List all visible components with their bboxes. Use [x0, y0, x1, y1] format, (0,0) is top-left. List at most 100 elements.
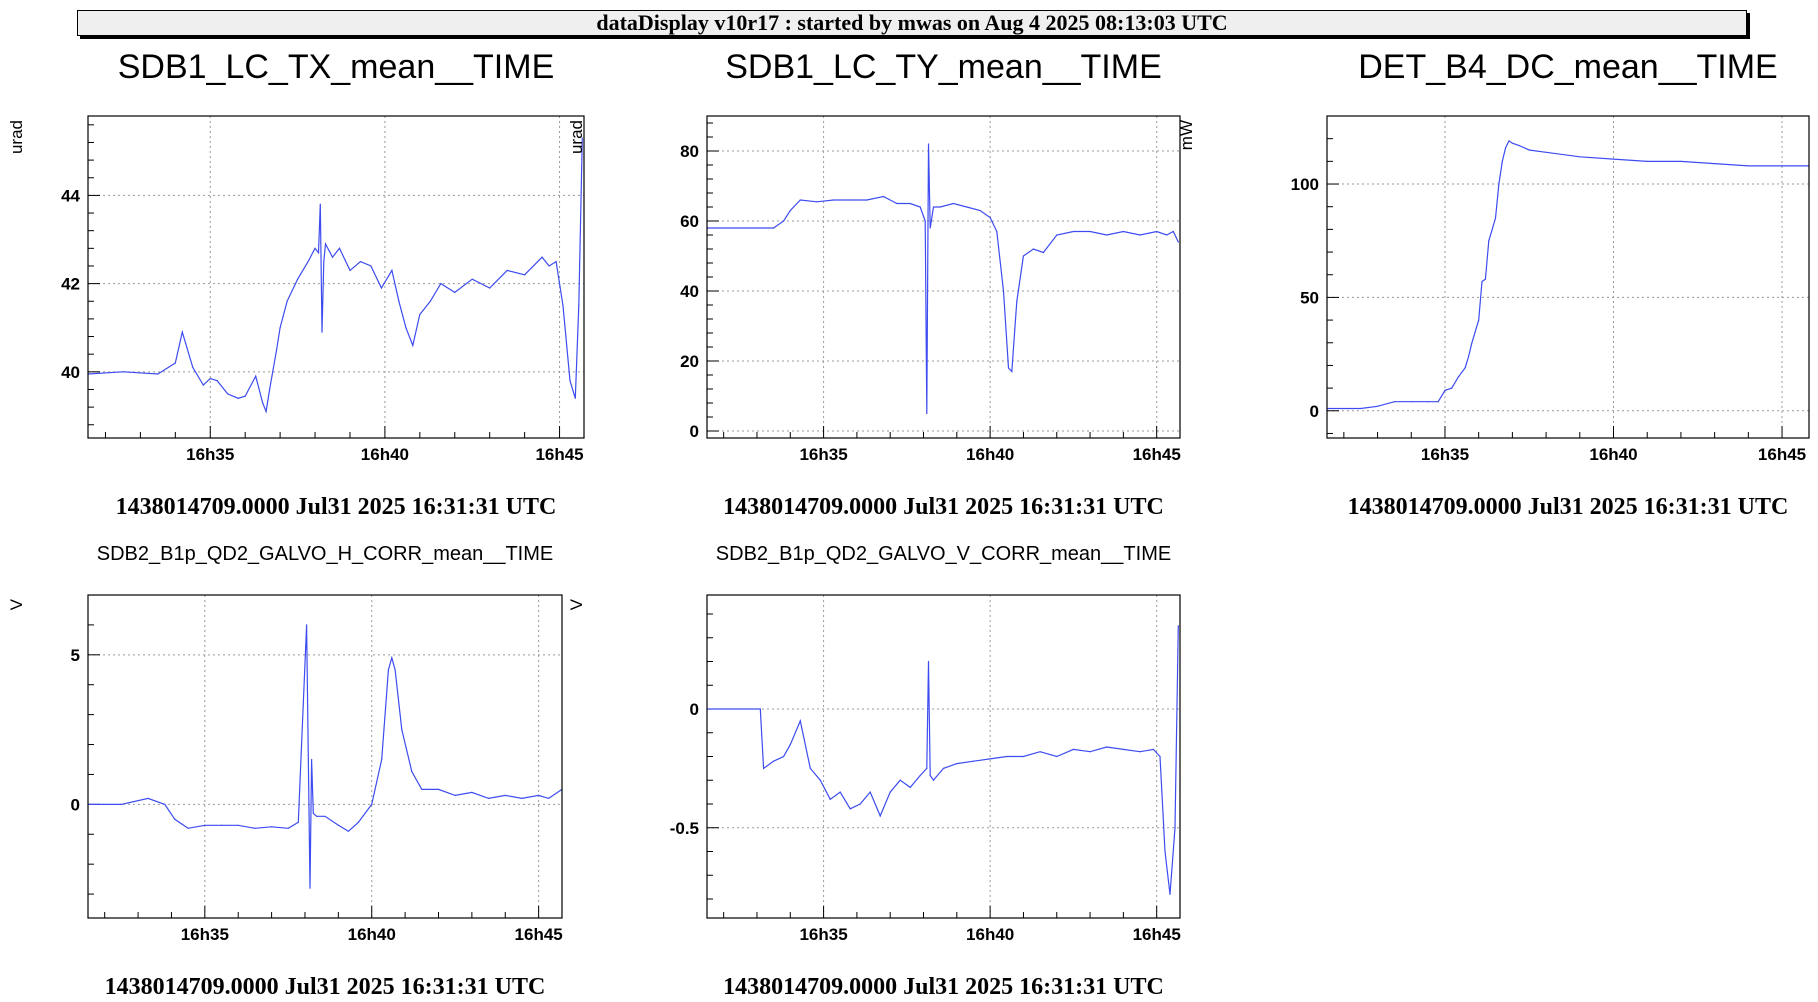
data-point — [287, 827, 289, 829]
data-point — [317, 252, 320, 254]
chart-footer-timestamp: 1438014709.0000 Jul31 2025 16:31:31 UTC — [105, 974, 546, 1000]
y-tick-label: 5 — [71, 646, 80, 665]
x-tick-label: 16h45 — [1758, 445, 1806, 464]
data-point — [1177, 625, 1179, 627]
data-point — [927, 143, 930, 145]
y-tick-label: 0 — [690, 700, 699, 719]
header-title: dataDisplay v10r17 : started by mwas on … — [77, 10, 1747, 36]
data-point — [866, 199, 868, 201]
data-point — [1072, 230, 1075, 233]
data-point — [237, 397, 239, 399]
data-point — [956, 763, 958, 765]
y-tick-label: 100 — [1291, 175, 1319, 194]
data-point — [380, 287, 383, 289]
data-point — [421, 788, 423, 790]
y-tick-label: 40 — [680, 282, 699, 301]
data-point — [324, 243, 327, 245]
data-point — [869, 791, 871, 793]
data-point — [187, 827, 189, 829]
data-point — [1488, 240, 1490, 242]
data-point — [371, 803, 373, 805]
data-point — [312, 812, 314, 814]
chart-footer-timestamp: 1438014709.0000 Jul31 2025 16:31:31 UTC — [116, 494, 557, 520]
data-point — [924, 220, 926, 222]
data-point — [1471, 342, 1473, 344]
data-point — [1505, 147, 1507, 149]
plot-frame — [706, 594, 1181, 919]
data-point — [548, 797, 550, 799]
data-point — [237, 824, 239, 826]
chart-panel-3: DET_B4_DC_mean__TIME mW 16h35 16h40 16h45 0 50… — [1170, 40, 1818, 520]
data-point — [1089, 751, 1091, 753]
chart-footer-timestamp: 1438014709.0000 Jul31 2025 16:31:31 UTC — [1348, 494, 1789, 520]
data-point — [192, 366, 194, 369]
x-tick-label: 16h45 — [535, 445, 583, 464]
data-point — [819, 779, 821, 781]
y-tick-label: 0 — [1310, 402, 1319, 421]
data-point — [849, 199, 851, 201]
data-point — [1042, 251, 1045, 254]
data-point — [1177, 241, 1179, 243]
x-tick-label: 16h45 — [1133, 445, 1181, 464]
data-point — [269, 388, 271, 391]
data-point — [454, 291, 456, 294]
y-tick-label: 0 — [71, 795, 80, 814]
data-point — [952, 202, 955, 205]
chart-svg: SDB2_B1p_QD2_GALVO_H_CORR_mean__TIME V 16h… — [7, 543, 563, 1000]
x-tick-label: 16h35 — [799, 445, 847, 464]
data-point — [1006, 755, 1008, 758]
data-point — [839, 791, 841, 793]
data-point — [391, 269, 393, 271]
data-point — [581, 137, 583, 139]
data-point — [1072, 748, 1075, 750]
data-point — [381, 758, 383, 761]
data-point — [1152, 748, 1154, 750]
x-tick-label: 16h40 — [966, 445, 1014, 464]
chart-panel-1: SDB1_LC_TX_mean__TIME urad 16h35 16h40 16h45… — [0, 40, 585, 520]
data-point — [440, 283, 442, 285]
series-line — [88, 624, 563, 889]
data-point — [926, 412, 928, 415]
series-line — [707, 625, 1179, 895]
x-tick-label: 16h35 — [181, 925, 229, 944]
data-point — [120, 803, 122, 805]
data-point — [429, 300, 431, 302]
data-point — [524, 274, 526, 276]
data-point — [1032, 248, 1035, 250]
data-point — [1498, 183, 1500, 185]
y-tick-label: 44 — [61, 186, 80, 205]
data-point — [309, 887, 311, 889]
data-point — [174, 818, 176, 820]
data-point — [411, 770, 413, 773]
data-point — [1680, 160, 1682, 162]
data-point — [799, 720, 801, 722]
data-point — [882, 195, 885, 198]
data-point — [832, 199, 835, 201]
y-axis-label: mW — [1177, 120, 1196, 150]
chart-svg: SDB2_B1p_QD2_GALVO_V_CORR_mean__TIME V 16h… — [567, 543, 1181, 1000]
data-point — [939, 206, 941, 208]
data-point — [370, 265, 372, 267]
data-point — [932, 206, 935, 208]
data-point — [574, 397, 576, 399]
data-point — [555, 260, 557, 263]
data-point — [879, 815, 881, 817]
data-point — [202, 384, 204, 386]
data-point — [1511, 142, 1513, 144]
data-point — [979, 209, 981, 212]
data-point — [319, 203, 321, 205]
data-point — [489, 287, 491, 289]
data-point — [919, 206, 921, 208]
data-point — [521, 797, 523, 799]
plot-frame — [87, 115, 585, 439]
data-point — [816, 201, 818, 203]
data-point — [454, 794, 456, 796]
data-point — [849, 808, 851, 810]
x-tick-label: 16h45 — [1133, 925, 1181, 944]
data-point — [1528, 149, 1530, 151]
data-point — [1122, 230, 1124, 233]
data-point — [347, 830, 349, 832]
data-point — [899, 779, 901, 781]
data-point — [412, 344, 414, 346]
